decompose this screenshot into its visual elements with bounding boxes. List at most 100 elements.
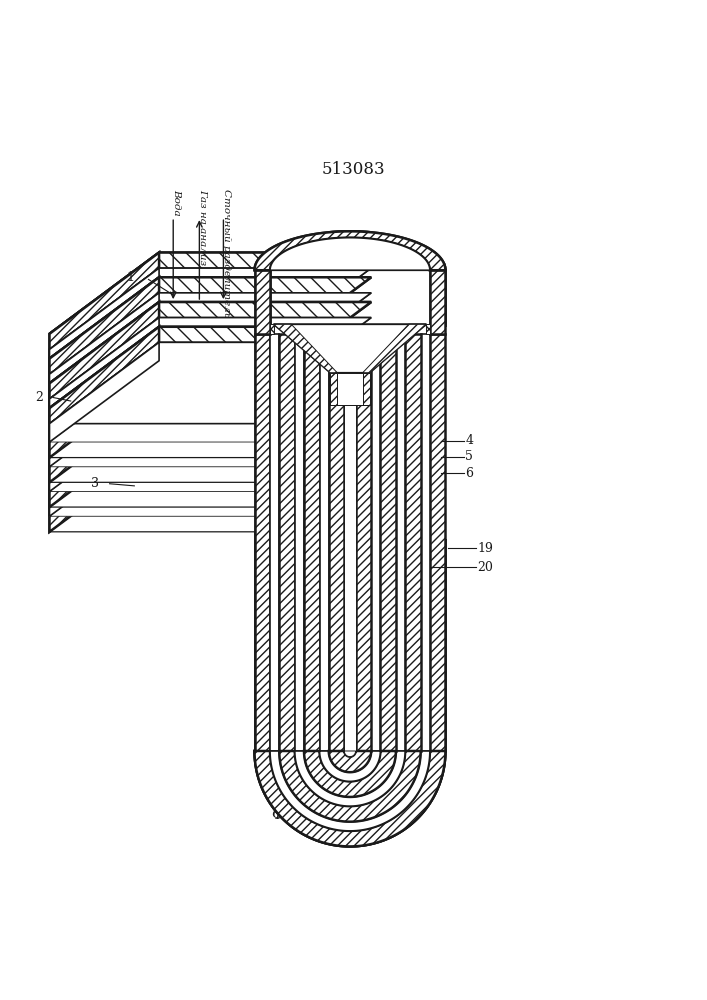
- Polygon shape: [49, 253, 371, 334]
- Polygon shape: [255, 751, 445, 846]
- Polygon shape: [49, 302, 371, 383]
- Polygon shape: [363, 324, 426, 373]
- Polygon shape: [49, 451, 371, 532]
- Polygon shape: [363, 373, 370, 405]
- Polygon shape: [329, 751, 371, 772]
- Polygon shape: [49, 327, 371, 408]
- Polygon shape: [274, 324, 337, 373]
- Polygon shape: [304, 334, 320, 751]
- Polygon shape: [329, 751, 371, 772]
- Polygon shape: [270, 334, 279, 751]
- Polygon shape: [49, 342, 159, 442]
- Polygon shape: [356, 334, 371, 751]
- Polygon shape: [270, 238, 430, 270]
- Polygon shape: [274, 324, 337, 373]
- Polygon shape: [255, 231, 445, 751]
- Text: 513083: 513083: [322, 161, 385, 178]
- Polygon shape: [329, 334, 344, 751]
- Polygon shape: [255, 751, 445, 846]
- Polygon shape: [320, 751, 380, 781]
- Polygon shape: [49, 318, 159, 467]
- Polygon shape: [363, 324, 426, 373]
- Polygon shape: [49, 293, 159, 492]
- Polygon shape: [49, 277, 159, 507]
- Polygon shape: [396, 334, 405, 751]
- Polygon shape: [295, 751, 405, 806]
- Polygon shape: [380, 334, 396, 751]
- Polygon shape: [356, 334, 371, 751]
- Polygon shape: [337, 373, 363, 405]
- Polygon shape: [270, 324, 274, 334]
- Polygon shape: [320, 334, 329, 751]
- Polygon shape: [295, 334, 304, 751]
- Polygon shape: [329, 334, 344, 751]
- Polygon shape: [270, 238, 430, 270]
- Polygon shape: [330, 373, 337, 405]
- Polygon shape: [320, 334, 329, 751]
- Text: 5: 5: [465, 450, 473, 463]
- Text: Фиг. 1: Фиг. 1: [272, 808, 322, 822]
- Polygon shape: [295, 334, 304, 751]
- Polygon shape: [329, 751, 371, 772]
- Polygon shape: [255, 270, 270, 334]
- Polygon shape: [430, 334, 445, 751]
- Polygon shape: [279, 334, 295, 751]
- Polygon shape: [430, 334, 445, 751]
- Polygon shape: [363, 373, 370, 405]
- Polygon shape: [49, 342, 371, 424]
- Polygon shape: [274, 324, 426, 373]
- Polygon shape: [279, 751, 421, 822]
- Polygon shape: [255, 327, 452, 539]
- Polygon shape: [330, 373, 337, 405]
- Polygon shape: [371, 334, 380, 751]
- Polygon shape: [344, 751, 356, 757]
- Polygon shape: [279, 751, 421, 822]
- Polygon shape: [255, 334, 270, 751]
- Polygon shape: [49, 277, 159, 507]
- Polygon shape: [49, 327, 159, 458]
- Polygon shape: [304, 334, 320, 751]
- Polygon shape: [344, 334, 356, 751]
- Polygon shape: [363, 373, 370, 405]
- Polygon shape: [320, 751, 380, 781]
- Polygon shape: [279, 751, 421, 822]
- Polygon shape: [49, 302, 159, 482]
- Polygon shape: [49, 342, 159, 442]
- Polygon shape: [270, 238, 430, 270]
- Polygon shape: [295, 751, 405, 806]
- Polygon shape: [49, 277, 371, 359]
- Polygon shape: [255, 751, 445, 846]
- Polygon shape: [49, 410, 371, 492]
- Polygon shape: [426, 324, 430, 334]
- Polygon shape: [405, 334, 421, 751]
- Polygon shape: [49, 435, 371, 516]
- Polygon shape: [49, 327, 371, 408]
- Polygon shape: [430, 270, 445, 334]
- Polygon shape: [255, 270, 270, 334]
- Polygon shape: [49, 302, 371, 383]
- Polygon shape: [274, 324, 337, 373]
- Polygon shape: [396, 334, 405, 751]
- Polygon shape: [255, 231, 445, 270]
- Polygon shape: [356, 334, 371, 751]
- Polygon shape: [49, 302, 159, 482]
- Polygon shape: [329, 334, 344, 751]
- Polygon shape: [330, 373, 337, 405]
- Polygon shape: [49, 268, 371, 349]
- Polygon shape: [344, 751, 356, 757]
- Polygon shape: [49, 268, 371, 349]
- Text: Сточный разделитель: Сточный разделитель: [223, 189, 231, 317]
- Polygon shape: [270, 334, 279, 751]
- Text: 6: 6: [465, 467, 473, 480]
- Polygon shape: [274, 324, 426, 373]
- Polygon shape: [49, 253, 371, 334]
- Polygon shape: [396, 334, 405, 751]
- Polygon shape: [371, 334, 380, 751]
- Polygon shape: [344, 334, 356, 751]
- Text: Вода: Вода: [173, 189, 181, 216]
- Polygon shape: [304, 751, 396, 797]
- Polygon shape: [426, 324, 430, 334]
- Polygon shape: [49, 293, 159, 492]
- Polygon shape: [421, 334, 430, 751]
- Polygon shape: [255, 334, 270, 751]
